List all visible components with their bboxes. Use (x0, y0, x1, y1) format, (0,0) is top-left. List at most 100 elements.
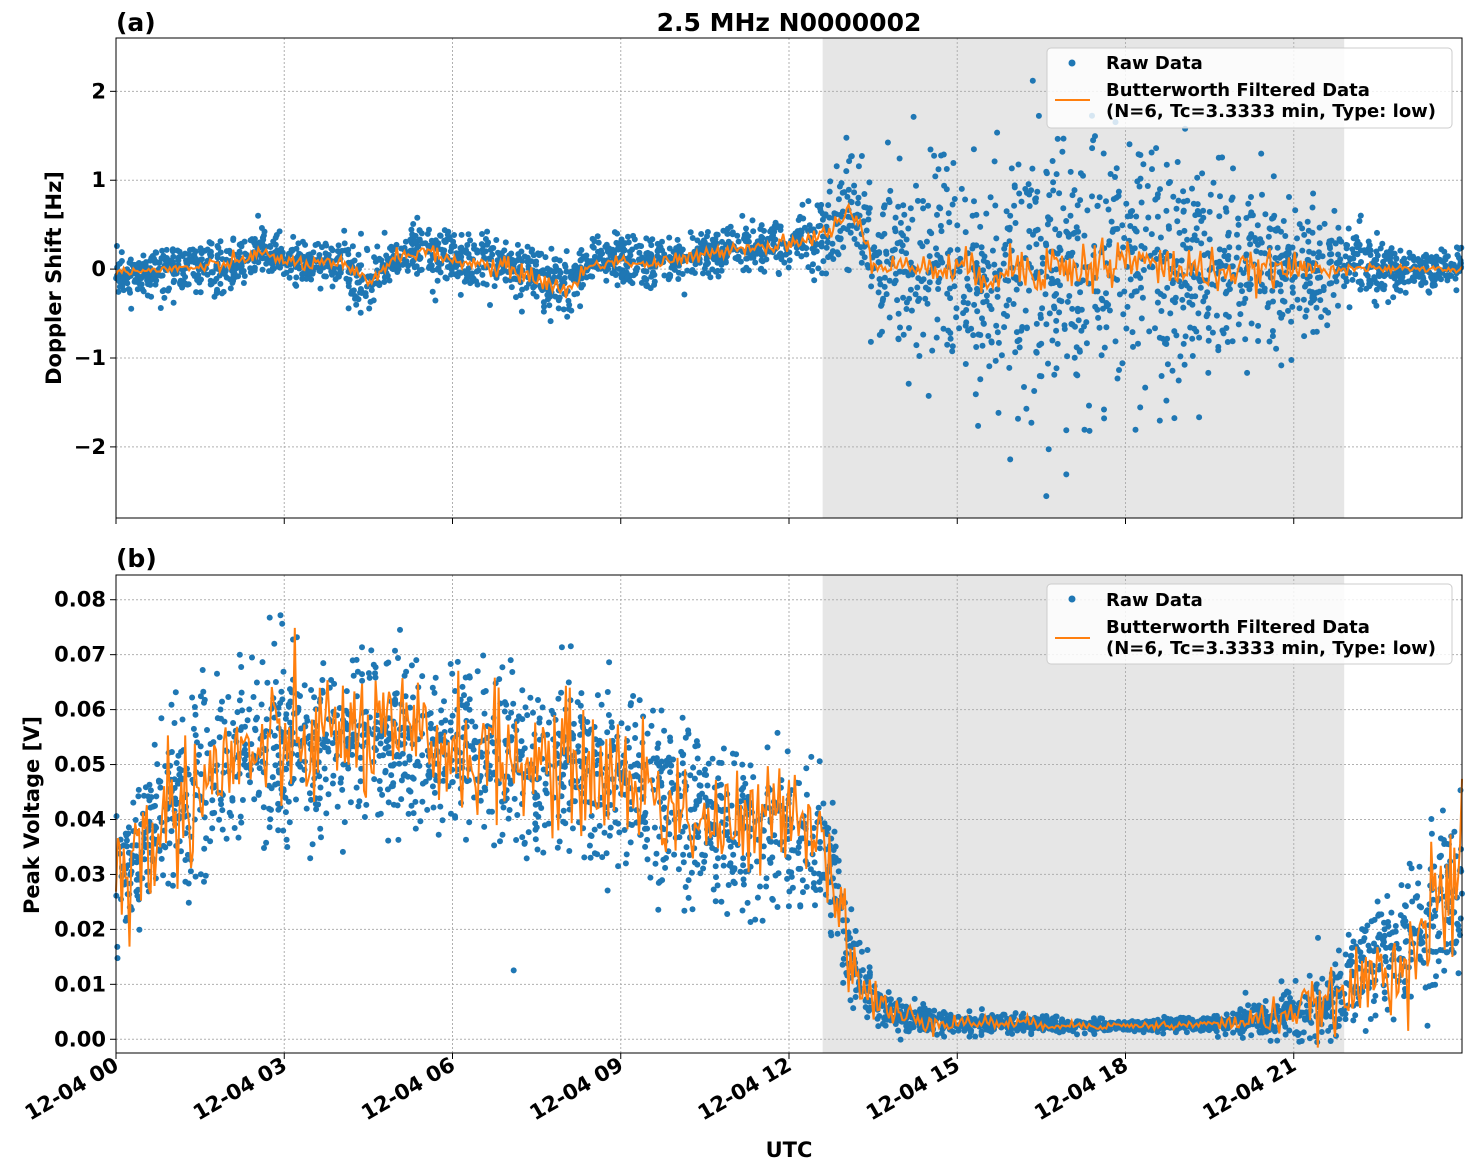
b-raw-point (712, 898, 719, 905)
a-raw-point (241, 273, 248, 279)
b-raw-point (216, 816, 223, 823)
a-raw-point (1025, 181, 1032, 188)
b-raw-point (154, 761, 161, 768)
a-raw-point (542, 254, 549, 261)
b-raw-point (647, 874, 654, 881)
a-raw-point (929, 347, 936, 354)
a-raw-point (1240, 270, 1247, 277)
b-raw-point (271, 640, 278, 647)
a-raw-point (973, 344, 980, 350)
a-raw-point (919, 243, 926, 250)
b-raw-point (236, 651, 243, 658)
a-raw-point (1050, 179, 1057, 186)
a-raw-point (1226, 244, 1233, 251)
a-raw-point (901, 211, 908, 218)
a-raw-point (975, 331, 982, 338)
a-raw-point (758, 257, 765, 264)
a-raw-point (991, 261, 998, 268)
a-raw-point (1100, 150, 1107, 157)
b-raw-point (658, 707, 665, 714)
a-raw-point (1169, 297, 1176, 304)
a-raw-point (1319, 253, 1326, 260)
b-raw-point (264, 679, 271, 686)
b-raw-point (437, 803, 444, 810)
a-raw-point (181, 281, 188, 288)
a-raw-point (618, 236, 625, 243)
a-raw-point (876, 249, 883, 256)
a-raw-point (1247, 241, 1254, 248)
a-raw-point (815, 223, 822, 230)
a-raw-point (1101, 344, 1108, 351)
a-raw-point (1305, 238, 1312, 245)
a-raw-point (1043, 493, 1050, 500)
b-raw-point (624, 725, 631, 732)
a-raw-point (1280, 218, 1287, 224)
a-raw-point (1349, 276, 1356, 283)
b-raw-point (858, 948, 865, 955)
a-raw-point (1173, 205, 1180, 212)
a-raw-point (208, 252, 215, 259)
a-raw-point (851, 189, 858, 196)
a-raw-point (969, 212, 976, 219)
a-raw-point (681, 291, 688, 298)
a-raw-point (871, 244, 878, 251)
b-raw-point (1402, 902, 1408, 909)
a-raw-point (514, 241, 521, 248)
a-raw-point (1365, 238, 1372, 245)
a-raw-point (599, 250, 606, 257)
a-raw-point (991, 158, 998, 165)
a-raw-point (689, 235, 696, 241)
a-raw-point (776, 271, 782, 278)
a-raw-point (609, 246, 616, 253)
b-raw-point (757, 883, 763, 890)
a-raw-point (1335, 251, 1342, 258)
a-raw-point (1089, 145, 1096, 152)
a-raw-point (1198, 240, 1205, 247)
b-raw-point (1245, 1002, 1252, 1009)
a-raw-point (1076, 347, 1083, 354)
a-raw-point (986, 363, 993, 370)
panel-a-doppler: (a) 210−1−2 Doppler Shift [Hz] Raw Data … (42, 8, 1465, 524)
b-raw-point (703, 772, 710, 778)
a-raw-point (1380, 285, 1386, 292)
a-raw-point (163, 246, 170, 253)
b-raw-point (203, 835, 210, 842)
a-raw-point (883, 250, 890, 257)
a-raw-point (1242, 295, 1249, 302)
a-raw-point (956, 325, 963, 332)
a-raw-point (711, 256, 717, 263)
a-raw-point (851, 236, 858, 242)
a-raw-point (1160, 293, 1167, 300)
a-raw-point (1037, 311, 1044, 318)
a-raw-point (846, 158, 853, 165)
a-raw-point (1186, 299, 1193, 306)
a-raw-point (851, 182, 858, 189)
a-raw-point (1074, 202, 1081, 209)
b-raw-point (540, 849, 547, 856)
a-raw-point (979, 315, 985, 322)
b-raw-point (238, 819, 245, 826)
a-raw-point (1053, 317, 1060, 324)
b-raw-point (199, 667, 206, 673)
b-raw-point (1371, 940, 1377, 947)
b-raw-point (774, 729, 781, 736)
a-raw-point (357, 309, 364, 316)
b-raw-point (709, 755, 716, 762)
a-raw-point (960, 299, 967, 306)
a-raw-point (906, 325, 912, 331)
b-raw-point (172, 689, 179, 696)
a-raw-point (1063, 228, 1070, 235)
a-raw-point (316, 264, 323, 270)
b-raw-point (1398, 882, 1405, 889)
a-raw-point (752, 259, 759, 266)
b-raw-point (642, 843, 649, 850)
a-raw-point (1205, 369, 1212, 376)
a-raw-point (1078, 327, 1085, 334)
a-raw-point (1288, 357, 1295, 363)
a-raw-point (223, 274, 230, 281)
b-raw-point (834, 930, 841, 937)
a-raw-point (1137, 404, 1144, 411)
b-raw-point (519, 716, 526, 723)
a-raw-point (1138, 243, 1145, 249)
a-raw-point (701, 265, 708, 272)
